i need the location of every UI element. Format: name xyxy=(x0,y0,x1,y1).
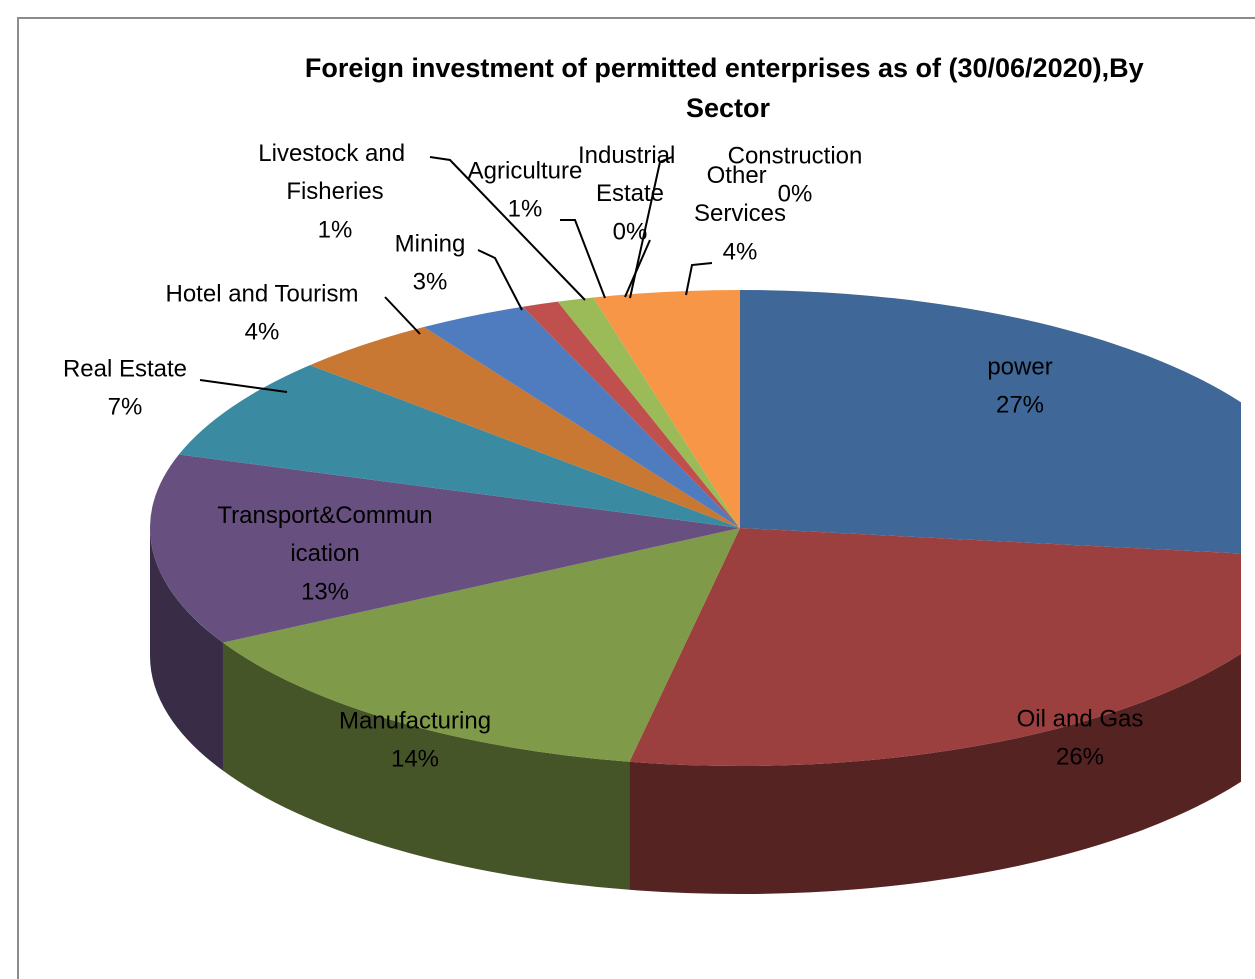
slice xyxy=(222,528,740,762)
slice-label: Hotel and Tourism xyxy=(166,280,359,307)
slice-label: Construction xyxy=(728,142,863,169)
slice-label: Livestock and Fisheries xyxy=(258,140,411,205)
leader-line xyxy=(629,156,673,299)
slice xyxy=(178,365,740,528)
slice-value-label: 4% xyxy=(723,238,758,265)
plot-area: Foreign investment of permitted enterpri… xyxy=(63,53,1241,894)
slice xyxy=(522,301,740,528)
slice xyxy=(557,297,740,528)
slice-value-label: 1% xyxy=(318,216,353,243)
slice-label: Manufacturing xyxy=(339,707,491,734)
slice-value-label: 0% xyxy=(613,218,648,245)
slice-value-label: 14% xyxy=(391,745,439,772)
leader-line xyxy=(560,219,606,299)
slice-label: Other Services xyxy=(694,162,786,227)
leader-line xyxy=(199,379,288,393)
slice-value-label: 1% xyxy=(508,195,543,222)
slice xyxy=(423,306,740,528)
slice xyxy=(740,290,1241,554)
slice-label: Mining xyxy=(395,230,466,257)
slice-value-label: 13% xyxy=(301,578,349,605)
slice xyxy=(149,454,740,643)
slice-value-label: 3% xyxy=(413,268,448,295)
slice-label: Transport&Commun ication xyxy=(217,502,432,567)
slice xyxy=(309,327,740,528)
slice-label: Industrial Estate xyxy=(578,142,682,207)
slice xyxy=(629,528,1241,766)
slice-side xyxy=(629,653,1241,894)
slice-value-label: 4% xyxy=(245,318,280,345)
slice-label: Real Estate xyxy=(63,355,187,382)
slice xyxy=(593,290,740,528)
slice-value-label: 0% xyxy=(778,180,813,207)
slice-value-label: 27% xyxy=(996,391,1044,418)
slice-label: power xyxy=(987,353,1052,380)
leader-line xyxy=(685,262,713,296)
leader-line xyxy=(384,296,421,335)
slice-side xyxy=(150,528,223,771)
leader-line xyxy=(429,156,586,301)
slice-label: Oil and Gas xyxy=(1017,705,1144,732)
slice-value-label: 7% xyxy=(108,393,143,420)
slice-label: Agriculture xyxy=(468,157,583,184)
leader-line xyxy=(477,249,523,311)
slice-side xyxy=(222,642,630,890)
chart-title: Foreign investment of permitted enterpri… xyxy=(305,53,1151,123)
slice-value-label: 26% xyxy=(1056,743,1104,770)
